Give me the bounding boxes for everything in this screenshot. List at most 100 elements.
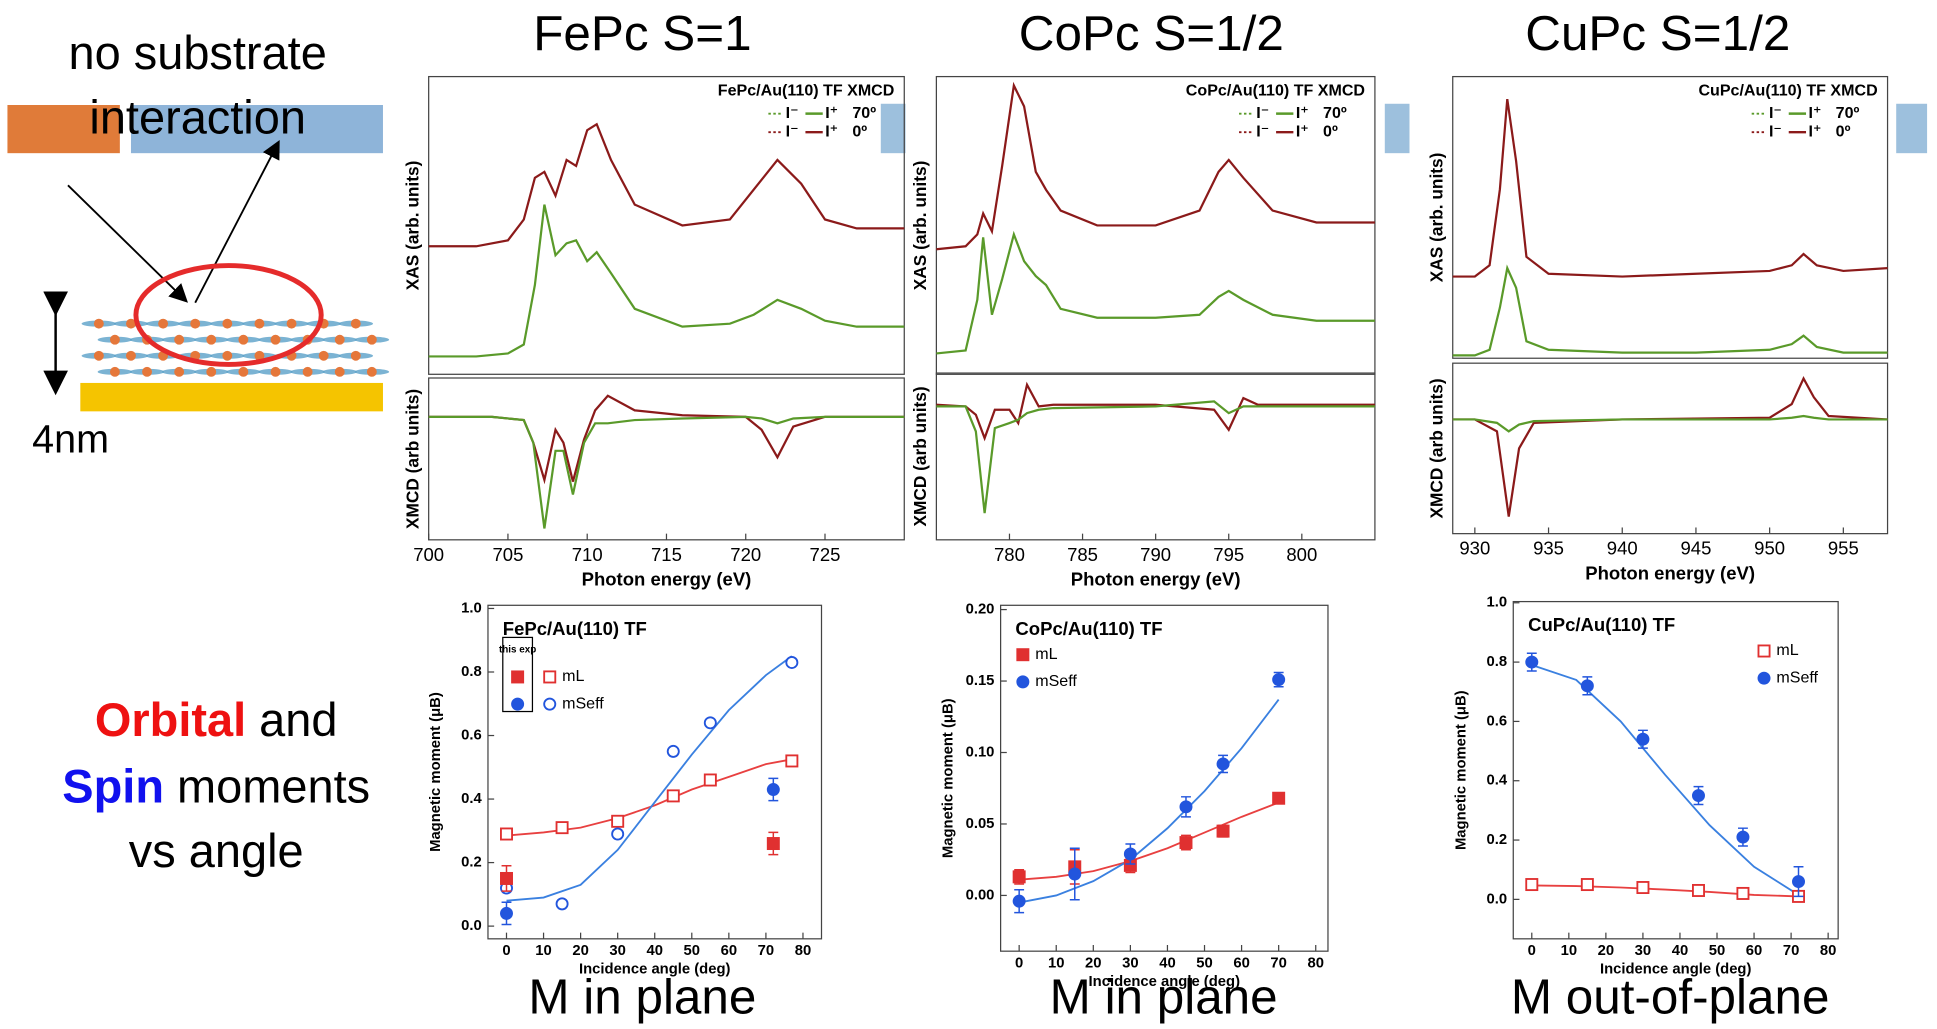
x-axis-label: Photon energy (eV) [1071,568,1241,589]
metal-atom [93,350,104,361]
x-axis-label: Incidence angle (deg) [1089,974,1241,990]
x-tick-label: 50 [684,943,700,959]
metal-atom [190,318,201,329]
thickness-label: 4nm [32,418,109,462]
fit-line [506,758,793,837]
spectrum-line [1452,376,1888,517]
summary-line: Spin moments [62,761,370,813]
metal-atom [350,318,361,329]
data-point [555,897,569,911]
legend-label: 0º [852,122,867,140]
spectrum-line [428,415,905,529]
legend-label: I⁺ [825,104,838,122]
data-point [1012,894,1026,908]
data-point [785,655,799,669]
plot-frame [935,372,1376,541]
x-tick-label: 70 [1783,943,1799,959]
data-point [1012,870,1026,884]
chart: XAS (arb. units) CuPc/Au(110) TF XMCD I⁻ I⁺… [1426,75,1889,359]
x-tick-label: 720 [730,544,761,565]
legend-marker [1016,675,1030,689]
legend-label: 70º [1836,104,1860,122]
metal-atom [270,366,281,377]
data-point [611,814,625,828]
plot-frame [1000,604,1329,952]
chart: XAS (arb. units) CoPc/Au(110) TF XMCD I⁻ I⁺… [910,75,1376,375]
legend-label: I⁻ [786,122,799,140]
y-axis-label: XAS (arb. units) [910,161,930,291]
orbital-word: Orbital [95,694,246,746]
legend-label: mSeff [562,694,604,712]
column-title: CuPc S=1/2 [1525,6,1790,61]
deco-square [1384,103,1410,154]
chart-title: FePc/Au(110) TF [503,618,647,639]
data-point [1692,883,1705,897]
legend-label: mL [1776,641,1798,659]
data-point [555,821,569,835]
data-point [1525,655,1539,669]
metal-atom [366,366,377,377]
column-caption: M in plane [528,970,756,1025]
metal-atom [270,334,281,345]
fit-line [506,655,793,902]
metal-atom [142,366,152,377]
summary-line: Orbital and [95,694,338,746]
legend-label: mL [562,667,584,685]
column-title: FePc S=1 [533,6,751,61]
legend-marker [543,670,557,684]
legend-label: I⁺ [1296,104,1309,122]
legend-label: I⁻ [786,104,799,122]
plot-frame [1452,75,1889,359]
column-caption: M in plane [1050,970,1278,1025]
legend-label: 0º [1323,122,1338,140]
x-tick-label: 930 [1459,538,1490,559]
legend-label: I⁺ [1809,104,1822,122]
y-tick-label: 0.6 [1486,713,1507,729]
metal-atom [126,350,136,361]
and-word: and [259,694,337,746]
x-tick-label: 80 [795,943,811,959]
legend-label: mSeff [1776,668,1818,686]
metal-atom [126,318,136,329]
metal-atom [238,366,249,377]
y-tick-label: 0.0 [1486,891,1507,907]
metal-atom [238,334,249,345]
spectrum-line [428,122,905,248]
chart: 0 10 20 30 40 50 60 70 80 0.0 0.2 0.4 0.6 0.8 1.0 Incid… [1453,595,1839,978]
spectrum-line [936,81,1375,251]
x-tick-label: 40 [646,943,662,959]
legend-label: I⁻ [1256,122,1269,140]
y-axis-label: XMCD (arb units) [910,386,930,526]
y-tick-label: 1.0 [461,600,482,616]
molecule-lattice [81,318,390,377]
data-point [1525,878,1539,892]
legend-marker [1757,644,1771,658]
deco-square [1896,103,1928,154]
substrate [80,382,383,412]
y-tick-label: 0.0 [461,918,482,934]
legend-label: 70º [852,104,876,122]
metal-atom [334,334,345,345]
x-tick-label: 785 [1067,544,1098,565]
plot-frame [935,75,1376,375]
metal-atom [222,318,233,329]
legend-title: this exp [499,644,536,655]
x-tick-label: 30 [1635,943,1651,959]
caption-line: no substrate [69,27,327,79]
spectrum-line [428,394,905,485]
x-tick-label: 935 [1533,538,1564,559]
legend-label: I⁺ [825,122,838,140]
y-tick-label: 1.0 [1486,595,1507,611]
spectrum-line [1452,264,1888,357]
chart-title: CoPc/Au(110) TF XMCD [1186,82,1365,100]
x-tick-label: 780 [994,544,1025,565]
chart-title: CoPc/Au(110) TF [1015,618,1162,639]
legend-marker [1757,671,1771,685]
x-tick-label: 725 [810,544,841,565]
data-point [703,773,717,787]
chart-title: CuPc/Au(110) TF [1528,614,1675,635]
data-point [1179,800,1193,814]
legend-marker [1016,648,1030,662]
